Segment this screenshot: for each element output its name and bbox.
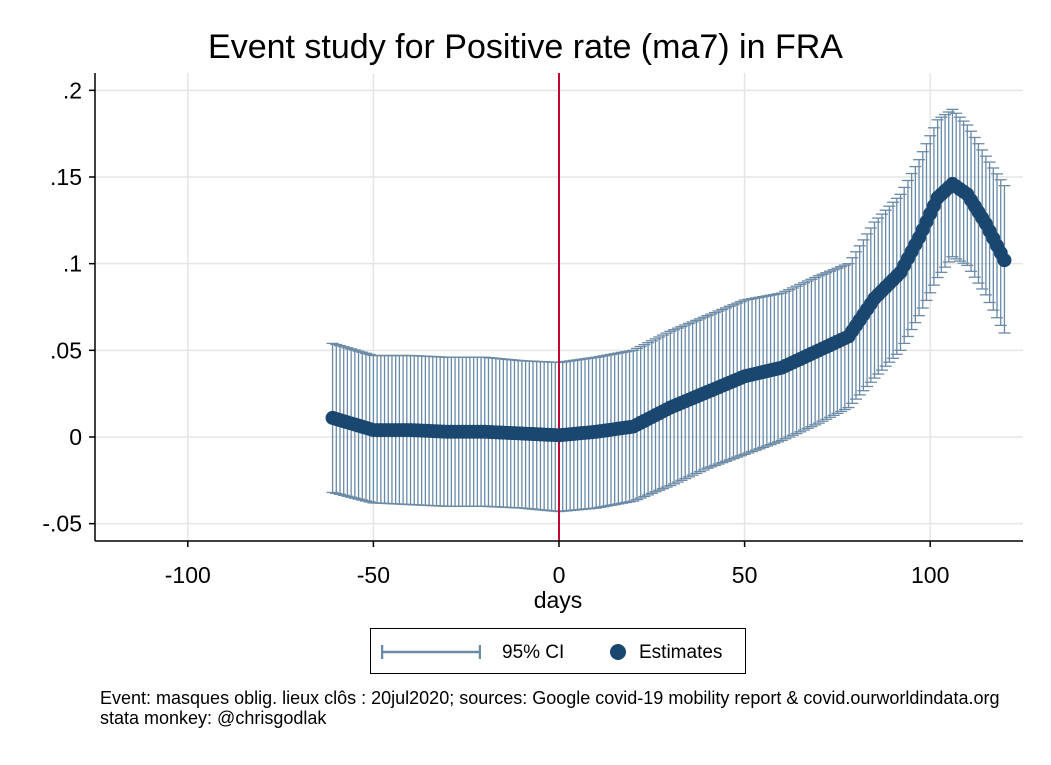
x-tick-label: -50 [357, 562, 390, 588]
y-tick-label: .05 [50, 337, 82, 363]
x-tick-label: 100 [911, 562, 949, 588]
legend-ci-label: 95% CI [502, 642, 565, 663]
y-tick-label: .2 [63, 77, 82, 103]
x-tick-label: 50 [732, 562, 758, 588]
legend-estimates-label: Estimates [639, 642, 723, 663]
x-axis-label: days [534, 587, 583, 613]
chart-title: Event study for Positive rate (ma7) in F… [208, 28, 843, 66]
estimate-legend-marker [610, 644, 626, 660]
tick-labels: -.05 0 .05 .1 .15 .2 -100 -50 0 50 100 [42, 77, 949, 588]
x-tick-label: -100 [165, 562, 211, 588]
note-line: stata monkey: @chrisgodlak [100, 708, 327, 728]
axes [89, 73, 1023, 547]
note-line: Event: masques oblig. lieux clôs : 20jul… [100, 688, 1000, 708]
confidence-intervals [326, 108, 1011, 513]
estimate-point [997, 253, 1012, 268]
chart-notes: Event: masques oblig. lieux clôs : 20jul… [100, 688, 1051, 728]
estimate-points [325, 176, 1012, 443]
y-tick-label: .15 [50, 164, 82, 190]
y-tick-label: -.05 [42, 511, 82, 537]
y-tick-label: .1 [63, 251, 82, 277]
legend: 95% CI Estimates [370, 628, 746, 674]
y-tick-label: 0 [69, 424, 82, 450]
x-tick-label: 0 [553, 562, 566, 588]
ci-legend-symbol [381, 645, 481, 659]
